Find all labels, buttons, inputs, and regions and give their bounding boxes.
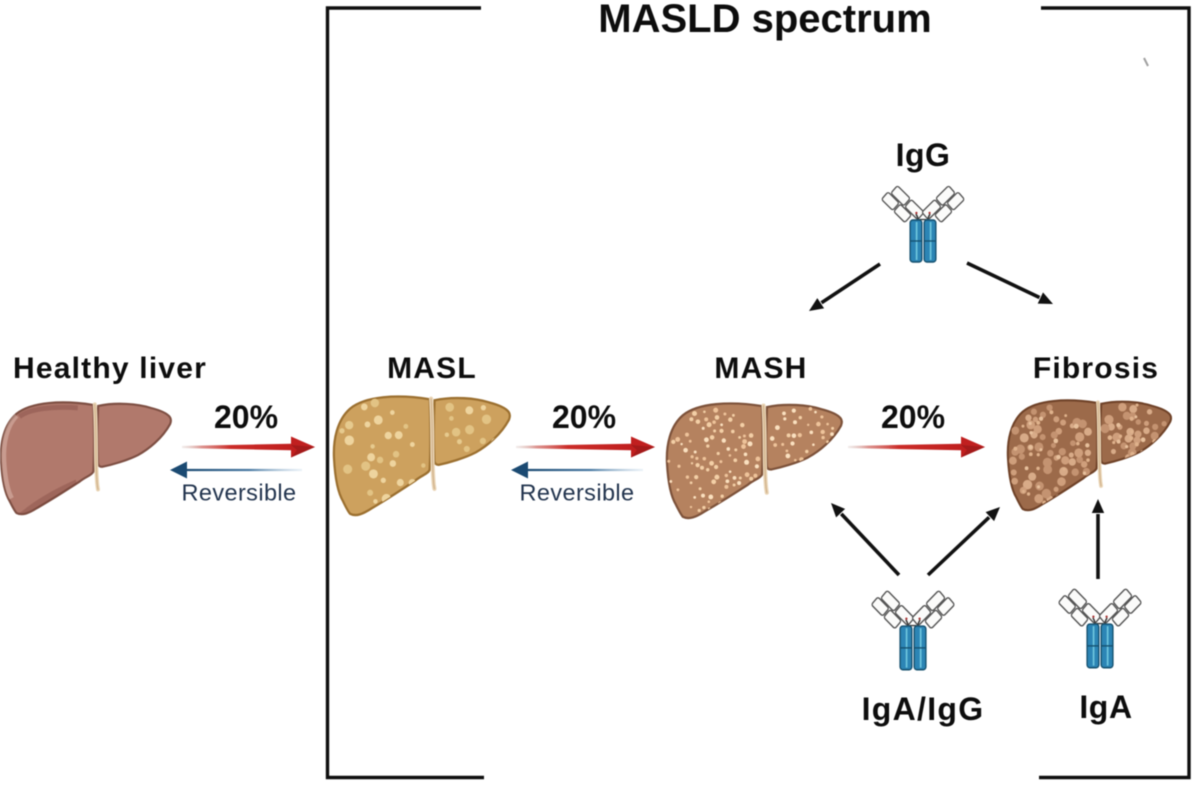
svg-text:IgA/IgG: IgA/IgG: [862, 691, 985, 727]
svg-text:MASL: MASL: [387, 352, 477, 385]
svg-text:20%: 20%: [552, 399, 616, 435]
svg-text:Healthy liver: Healthy liver: [13, 352, 207, 385]
svg-text:Reversible: Reversible: [181, 480, 296, 506]
svg-text:Fibrosis: Fibrosis: [1033, 352, 1159, 385]
svg-text:IgA: IgA: [1079, 689, 1132, 725]
svg-text:MASLD spectrum: MASLD spectrum: [598, 0, 931, 41]
svg-text:IgG: IgG: [896, 137, 951, 173]
svg-text:20%: 20%: [214, 399, 278, 435]
svg-text:20%: 20%: [881, 399, 945, 435]
svg-text:MASH: MASH: [714, 352, 807, 385]
svg-text:Reversible: Reversible: [519, 480, 634, 506]
